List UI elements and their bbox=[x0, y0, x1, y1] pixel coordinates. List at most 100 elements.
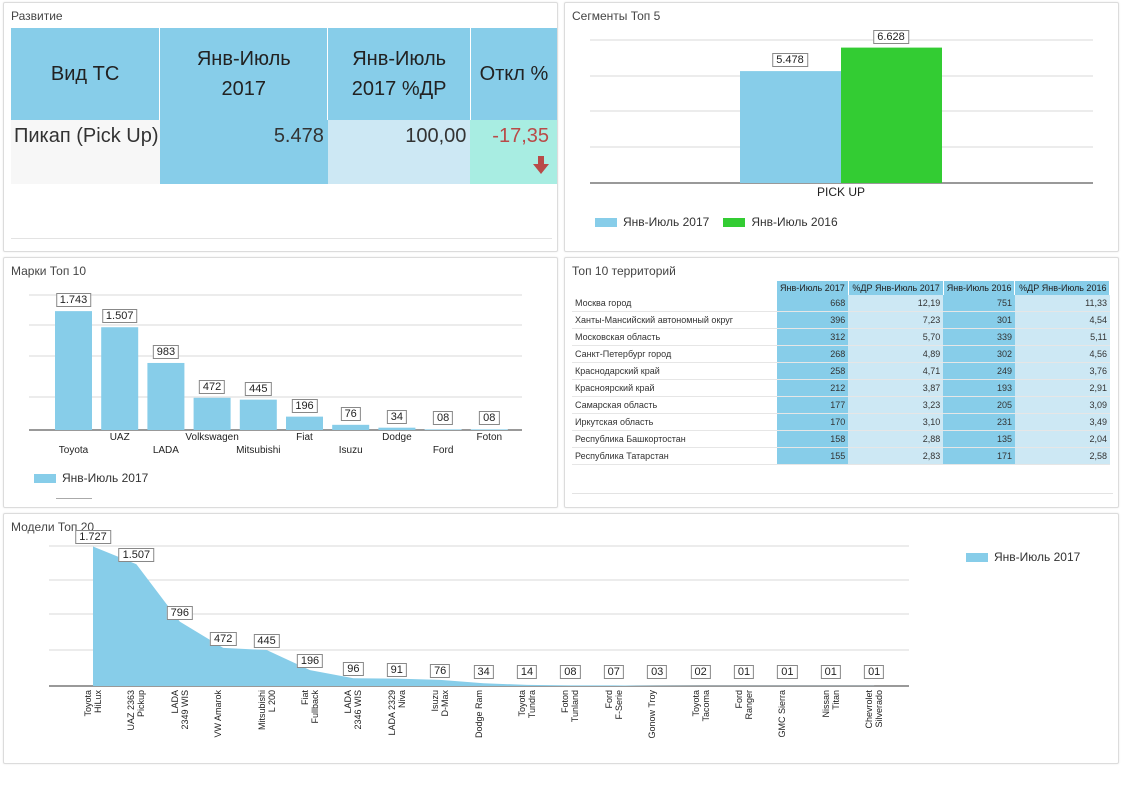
territory-value: 12,19 bbox=[848, 295, 944, 312]
model-value-label: 14 bbox=[516, 665, 538, 679]
territory-name: Республика Татарстан bbox=[572, 447, 777, 465]
territory-value: 11,33 bbox=[1014, 295, 1110, 312]
model-value-label: 196 bbox=[296, 654, 324, 669]
brand-bar-ford[interactable] bbox=[424, 429, 462, 430]
model-axis-label: Chevrolet Silverado bbox=[864, 690, 885, 729]
brand-bar-dodge[interactable] bbox=[378, 427, 416, 430]
legend-label-models[interactable]: Янв-Июль 2017 bbox=[994, 550, 1081, 564]
brand-bar-lada[interactable] bbox=[147, 362, 185, 430]
brand-axis-label: Dodge bbox=[382, 432, 412, 443]
model-value-label: 07 bbox=[603, 665, 624, 679]
dev-header-deviation[interactable]: Откл % bbox=[470, 28, 557, 120]
brand-value-label: 34 bbox=[386, 409, 408, 424]
brand-value-label: 08 bbox=[432, 411, 454, 426]
territory-value: 249 bbox=[943, 362, 1015, 380]
segments-panel: Сегменты Топ 5 5.478 6.628 PICK UP Янв-И… bbox=[564, 2, 1119, 252]
brand-bar-volkswagen[interactable] bbox=[193, 397, 231, 430]
territory-row[interactable]: Красноярский край 212 3,87 193 2,91 bbox=[572, 379, 1110, 397]
legend-label-2017[interactable]: Янв-Июль 2017 bbox=[623, 215, 710, 229]
brand-bar-isuzu[interactable] bbox=[332, 424, 370, 430]
territories-header-pct2016[interactable]: %ДР Янв-Июль 2016 bbox=[1014, 281, 1111, 295]
model-value-label: 01 bbox=[777, 665, 798, 679]
territories-header-pct2017[interactable]: %ДР Янв-Июль 2017 bbox=[848, 281, 944, 295]
bar-2017-pickup[interactable] bbox=[740, 71, 841, 183]
dev-cell-value: 5.478 bbox=[159, 120, 328, 184]
territories-divider bbox=[572, 493, 1113, 494]
territory-value: 301 bbox=[943, 311, 1015, 329]
legend-label-2016[interactable]: Янв-Июль 2016 bbox=[751, 215, 838, 229]
legend-label-brands[interactable]: Янв-Июль 2017 bbox=[62, 471, 149, 485]
territory-name: Республика Башкортостан bbox=[572, 430, 777, 448]
dev-header-pct[interactable]: Янв-Июль 2017 %ДР bbox=[327, 28, 471, 120]
territory-name: Москва город bbox=[572, 295, 777, 312]
model-axis-label: Toyota Tundra bbox=[517, 690, 537, 719]
model-axis-label: Foton Tunland bbox=[560, 690, 581, 723]
territory-row[interactable]: Санкт-Петербург город 268 4,89 302 4,56 bbox=[572, 345, 1110, 363]
brand-axis-label: Volkswagen bbox=[185, 432, 239, 443]
territory-row[interactable]: Краснодарский край 258 4,71 249 3,76 bbox=[572, 362, 1110, 380]
territory-value: 5,70 bbox=[848, 328, 944, 346]
territory-value: 135 bbox=[943, 430, 1015, 448]
territory-name: Иркутская область bbox=[572, 413, 777, 431]
model-axis-label: LADA 2329 Niva bbox=[386, 690, 407, 736]
models-area[interactable] bbox=[93, 546, 875, 686]
territory-row[interactable]: Самарская область 177 3,23 205 3,09 bbox=[572, 396, 1110, 414]
territory-name: Санкт-Петербург город bbox=[572, 345, 777, 363]
territory-row[interactable]: Московская область 312 5,70 339 5,11 bbox=[572, 328, 1110, 346]
brand-bar-toyota[interactable] bbox=[55, 311, 92, 430]
brand-bar-mitsubishi[interactable] bbox=[239, 399, 277, 430]
dev-cell-pct: 100,00 bbox=[327, 120, 471, 184]
segments-legend: Янв-Июль 2017 Янв-Июль 2016 bbox=[595, 215, 838, 229]
model-value-label: 796 bbox=[166, 605, 193, 620]
territory-row[interactable]: Иркутская область 170 3,10 231 3,49 bbox=[572, 413, 1110, 431]
brand-value-label: 76 bbox=[340, 406, 361, 421]
segments-chart bbox=[590, 39, 1093, 184]
territory-value: 302 bbox=[943, 345, 1015, 363]
model-axis-label: LADA 2346 WIS bbox=[343, 690, 364, 730]
territories-title: Топ 10 территорий bbox=[572, 264, 676, 278]
territories-panel: Топ 10 территорий Янв-Июль 2017 %ДР Янв-… bbox=[564, 257, 1119, 508]
territory-row[interactable]: Москва город 668 12,19 751 11,33 bbox=[572, 295, 1110, 312]
dev-cell-type: Пикап (Pick Up) bbox=[11, 120, 160, 184]
territories-header-2017[interactable]: Янв-Июль 2017 bbox=[776, 281, 849, 295]
model-value-label: 01 bbox=[820, 665, 841, 679]
territory-value: 177 bbox=[776, 396, 849, 414]
territories-header-2016[interactable]: Янв-Июль 2016 bbox=[943, 281, 1016, 295]
model-axis-label: GMC Sierra bbox=[777, 690, 788, 738]
brands-title: Марки Топ 10 bbox=[11, 264, 87, 278]
territory-value: 668 bbox=[776, 295, 849, 312]
territory-value: 4,71 bbox=[848, 362, 944, 380]
bar-2016-pickup[interactable] bbox=[841, 47, 942, 184]
brand-axis-label: UAZ bbox=[109, 432, 130, 443]
model-value-label: 76 bbox=[430, 663, 451, 678]
model-axis-label: Toyota HiLux bbox=[83, 690, 103, 717]
brands-legend: Янв-Июль 2017 bbox=[34, 471, 148, 485]
territory-name: Московская область bbox=[572, 328, 777, 346]
territories-table: Янв-Июль 2017 %ДР Янв-Июль 2017 Янв-Июль… bbox=[572, 281, 1111, 465]
dev-header-value[interactable]: Янв-Июль 2017 bbox=[159, 28, 329, 120]
model-value-label: 08 bbox=[560, 665, 581, 679]
territory-value: 158 bbox=[776, 430, 849, 448]
territory-value: 7,23 bbox=[848, 311, 944, 329]
brand-bar-fiat[interactable] bbox=[286, 416, 323, 430]
territory-row[interactable]: Республика Башкортостан 158 2,88 135 2,04 bbox=[572, 430, 1110, 448]
brand-value-label: 08 bbox=[479, 411, 500, 426]
bar-label-2016: 6.628 bbox=[873, 29, 909, 44]
dev-panel: Развитие Вид ТС Янв-Июль 2017 Янв-Июль 2… bbox=[3, 2, 558, 252]
territory-value: 258 bbox=[776, 362, 849, 380]
territory-value: 396 bbox=[776, 311, 849, 329]
territory-value: 3,87 bbox=[848, 379, 944, 397]
model-axis-label: UAZ 2363 Pickup bbox=[126, 690, 147, 731]
model-value-label: 96 bbox=[343, 662, 364, 677]
legend-swatch-2016 bbox=[723, 217, 746, 227]
model-axis-label: Ford F-Serie bbox=[603, 690, 624, 720]
territory-name: Красноярский край bbox=[572, 379, 777, 397]
territory-value: 2,58 bbox=[1014, 447, 1110, 465]
dev-header-type[interactable]: Вид ТС bbox=[11, 28, 161, 120]
brand-axis-label: LADA bbox=[152, 445, 179, 456]
brand-bar-foton[interactable] bbox=[470, 429, 508, 430]
model-axis-label: LADA 2349 WIS bbox=[169, 690, 190, 730]
territory-row[interactable]: Ханты-Мансийский автономный округ 396 7,23… bbox=[572, 311, 1110, 329]
brand-bar-uaz[interactable] bbox=[101, 327, 139, 430]
territory-row[interactable]: Республика Татарстан 155 2,83 171 2,58 bbox=[572, 447, 1110, 465]
